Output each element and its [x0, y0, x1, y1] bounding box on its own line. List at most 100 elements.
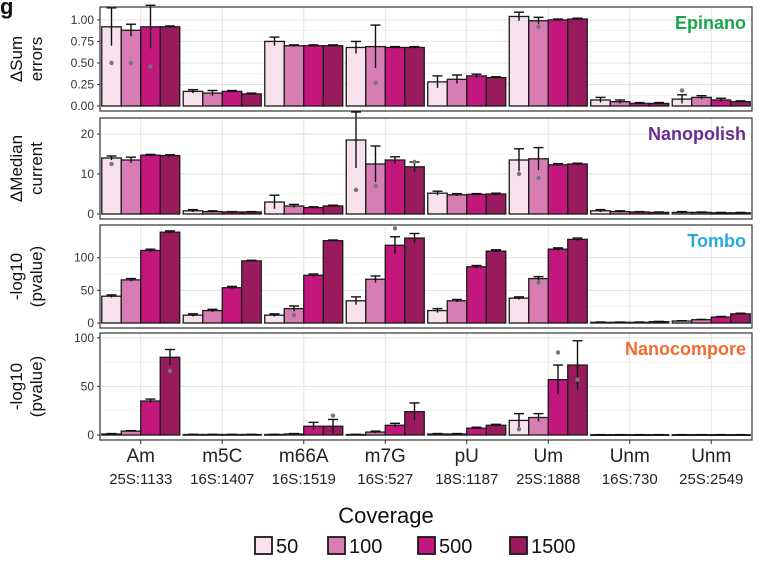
bar [547, 19, 569, 107]
bar [466, 193, 487, 215]
bar [264, 40, 285, 107]
bar [322, 240, 344, 324]
bar [404, 237, 425, 324]
panel-border [99, 224, 753, 329]
x-axis-labels: Am 25S:1133 m5C 16S:1407 m66A 16S:1519 m7G 16S:… [109, 440, 743, 488]
bar [567, 238, 588, 324]
x-tick-label-pos: 25S:1888 [516, 471, 580, 488]
legend-swatch [509, 536, 528, 555]
y-tick-label: 100 [74, 251, 94, 265]
bar [567, 163, 588, 215]
y-tick-label: 0.00 [71, 99, 95, 113]
bar [322, 45, 344, 107]
legend: Coverage 50 100 500 1500 [254, 503, 576, 558]
legend-swatch [417, 536, 436, 555]
bar [485, 424, 507, 436]
data-point [353, 187, 359, 193]
bar [466, 75, 487, 107]
bar [446, 194, 468, 215]
data-point [536, 280, 541, 285]
bar [120, 430, 142, 436]
bar [508, 15, 530, 107]
y-axis-label-line: (pvalue) [27, 356, 46, 417]
y-tick-label: 0 [87, 207, 94, 221]
bar [101, 157, 122, 215]
y-axis-label-line: -log10 [7, 253, 26, 300]
bar [485, 76, 507, 107]
data-point [109, 161, 114, 167]
data-point [373, 80, 378, 85]
panel-label: Nanopolish [648, 124, 746, 144]
bar [241, 93, 262, 107]
x-tick-label-mod: Unm [610, 446, 650, 467]
y-tick-label: 0.50 [71, 56, 95, 70]
y-tick-label: 0.25 [71, 77, 95, 91]
data-point [109, 60, 114, 66]
panel-label: Nanocompore [625, 339, 746, 359]
panel-label: Tombo [687, 231, 746, 251]
data-point [516, 426, 522, 432]
bar [528, 277, 549, 324]
bar [159, 231, 181, 324]
data-point [516, 171, 522, 177]
y-axis-label-line: (pvalue) [27, 246, 46, 307]
x-tick-label-mod: pU [455, 446, 479, 467]
panel-nanopolish: 0 10 20 Nanopolish ΔMediancurrent [7, 111, 753, 221]
data-point [128, 60, 134, 66]
x-tick-label-pos: 16S:730 [602, 471, 658, 488]
x-tick-label-pos: 16S:1407 [190, 471, 254, 488]
bar [547, 248, 569, 324]
legend-item-label: 50 [276, 536, 298, 558]
legend-swatch [327, 536, 346, 555]
y-tick-label: 10 [81, 167, 95, 181]
y-tick-label: 1.00 [71, 13, 95, 27]
bar [140, 249, 161, 324]
y-tick-label: 100 [74, 331, 94, 345]
bar [384, 244, 406, 324]
bar [120, 159, 142, 215]
bar [528, 20, 549, 107]
y-tick-label: 0 [87, 428, 94, 442]
data-point [575, 377, 580, 382]
bar [303, 274, 324, 324]
bar [446, 300, 468, 324]
bar [241, 260, 262, 324]
bar [384, 159, 406, 215]
panel-border [99, 6, 753, 112]
panel-label: Epinano [675, 13, 746, 33]
panel-background [100, 225, 752, 328]
data-point [555, 350, 561, 355]
bar [485, 250, 507, 324]
bar [140, 400, 161, 436]
panel-nanocompore: 0 50 100 Nanocompore -log10(pvalue) [7, 331, 753, 442]
x-tick-label-mod: m7G [365, 446, 406, 467]
legend-swatch [254, 536, 273, 555]
legend-item-label: 100 [349, 536, 382, 558]
y-tick-label: 0.75 [71, 34, 95, 48]
bar [159, 154, 181, 215]
bar [547, 164, 569, 215]
bar [508, 297, 530, 324]
x-tick-label-pos: 25S:2549 [679, 471, 743, 488]
y-axis-label: -log10(pvalue) [7, 246, 46, 307]
panel-border [99, 117, 753, 220]
y-tick-label: 50 [81, 283, 95, 297]
y-axis-label: ΔSumerrors [7, 36, 46, 82]
panel-tombo: 0 50 100 Tombo -log10(pvalue) [7, 224, 753, 330]
bar [101, 295, 122, 324]
bar [567, 18, 588, 107]
x-tick-label-pos: 16S:527 [357, 471, 413, 488]
x-tick-label-pos: 18S:1187 [435, 471, 498, 488]
bar [283, 45, 305, 107]
bar [404, 46, 425, 107]
data-point [679, 88, 685, 93]
data-point [536, 24, 541, 29]
chart-panels: 0.00 0.25 0.50 0.75 1.00 Epinano ΔSumerrors 0 10… [7, 4, 753, 442]
bar [691, 319, 712, 324]
y-axis-label-line: ΔMedian [7, 135, 26, 202]
data-point [167, 368, 173, 374]
panel-epinano: 0.00 0.25 0.50 0.75 1.00 Epinano ΔSumerrors [7, 4, 753, 113]
x-tick-label-pos: 25S:1133 [109, 471, 172, 488]
